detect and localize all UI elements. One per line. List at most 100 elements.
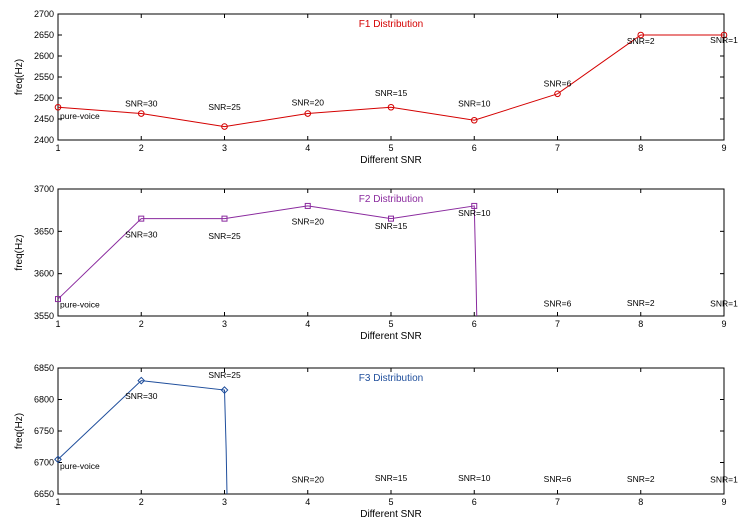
y-tick-label: 2550: [34, 72, 54, 82]
point-annotation: SNR=2: [627, 474, 655, 484]
data-point: [470, 116, 478, 124]
point-annotation: SNR=25: [208, 102, 241, 112]
point-annotation: SNR=10: [458, 98, 491, 108]
x-tick-label: 7: [555, 497, 560, 507]
x-tick-label: 5: [388, 143, 393, 153]
data-point: [221, 123, 228, 130]
x-tick-label: 6: [472, 319, 477, 329]
x-tick-label: 8: [638, 497, 643, 507]
y-tick-label: 2450: [34, 114, 54, 124]
x-tick-label: 5: [388, 497, 393, 507]
x-tick-label: 4: [305, 143, 310, 153]
x-tick-label: 9: [721, 497, 726, 507]
chart-panel-2: 1 2 3 4 5 6 7 8 9 3550 3600 3650 3700 Different SNR fr…: [14, 184, 738, 342]
point-annotation: SNR=1: [710, 35, 738, 45]
chart-panel-1: 1 2 3 4 5 6 7 8 9 2400 2450 2500 2550 2600 2650 2700 Dif…: [14, 9, 738, 166]
point-annotation: SNR=2: [627, 36, 655, 46]
x-tick-label: 2: [139, 497, 144, 507]
y-axis-label: freq(Hz): [14, 234, 25, 270]
plot-frame: [57, 188, 725, 317]
x-tick-label: 9: [721, 143, 726, 153]
x-tick-label: 2: [139, 143, 144, 153]
y-tick-label: 6700: [34, 458, 54, 468]
x-axis-label: Different SNR: [360, 155, 422, 166]
chart-panel-3: 1 2 3 4 5 6 7 8 9 6650 6700 6750 6800 6850 Different S…: [14, 363, 738, 520]
plot-frame: [57, 13, 725, 141]
data-point: [304, 202, 311, 209]
y-tick-label: 3700: [34, 184, 54, 194]
point-annotation: SNR=25: [208, 231, 241, 241]
point-annotation: SNR=6: [544, 79, 572, 89]
data-point: [221, 215, 228, 222]
chart-title: F2 Distribution: [359, 194, 423, 205]
y-tick-label: 2650: [34, 30, 54, 40]
data-point: [387, 103, 395, 111]
x-tick-label: 8: [638, 143, 643, 153]
y-tick-label: 2400: [34, 135, 54, 145]
chart-title: F1 Distribution: [359, 19, 423, 30]
data-point: [137, 376, 146, 385]
data-point: [304, 110, 312, 117]
x-tick-label: 4: [305, 497, 310, 507]
y-tick-label: 2700: [34, 9, 54, 19]
series-line: [57, 34, 724, 128]
series-line: [57, 380, 228, 495]
data-point: [637, 31, 645, 39]
series-line: [57, 205, 478, 317]
x-axis-label: Different SNR: [360, 509, 422, 520]
x-tick-label: 6: [472, 143, 477, 153]
y-axis-label: freq(Hz): [14, 59, 25, 95]
point-annotation: SNR=25: [208, 370, 241, 380]
x-tick-label: 7: [555, 143, 560, 153]
point-annotation: SNR=15: [375, 88, 408, 98]
y-axis-label: freq(Hz): [14, 413, 25, 449]
point-annotation: SNR=10: [458, 473, 491, 483]
point-annotation: SNR=30: [125, 98, 158, 108]
x-axis-label: Different SNR: [360, 331, 422, 342]
point-annotation: pure-voice: [60, 300, 100, 310]
y-tick-label: 6650: [34, 489, 54, 499]
x-tick-label: 3: [222, 319, 227, 329]
x-tick-label: 3: [222, 497, 227, 507]
y-tick-label: 2500: [34, 93, 54, 103]
x-tick-label: 1: [55, 143, 60, 153]
point-annotation: SNR=6: [544, 474, 572, 484]
point-annotation: SNR=15: [375, 221, 408, 231]
point-annotation: SNR=2: [627, 298, 655, 308]
data-point: [720, 31, 728, 39]
data-point: [54, 103, 62, 111]
point-annotation: SNR=30: [125, 391, 158, 401]
data-point: [138, 215, 145, 222]
y-tick-label: 2600: [34, 51, 54, 61]
x-tick-label: 7: [555, 319, 560, 329]
data-point: [137, 110, 145, 117]
data-point: [388, 215, 394, 222]
x-tick-label: 3: [222, 143, 227, 153]
data-point: [54, 455, 62, 464]
x-tick-label: 8: [638, 319, 643, 329]
y-tick-label: 6750: [34, 426, 54, 436]
x-tick-label: 1: [55, 497, 60, 507]
chart-title: F3 Distribution: [359, 373, 423, 384]
x-tick-label: 6: [472, 497, 477, 507]
point-annotation: pure-voice: [60, 461, 100, 471]
x-tick-label: 4: [305, 319, 310, 329]
point-annotation: SNR=20: [292, 217, 325, 227]
y-tick-label: 6850: [34, 363, 54, 373]
x-tick-label: 5: [388, 319, 393, 329]
y-tick-label: 3650: [34, 226, 54, 236]
point-annotation: SNR=10: [458, 208, 491, 218]
data-point: [471, 202, 478, 209]
point-annotation: SNR=15: [375, 473, 408, 483]
point-annotation: SNR=1: [710, 475, 738, 485]
point-annotation: SNR=20: [292, 98, 325, 108]
y-tick-label: 6800: [34, 395, 54, 405]
x-tick-label: 9: [721, 319, 726, 329]
point-annotation: SNR=6: [544, 299, 572, 309]
x-tick-label: 2: [139, 319, 144, 329]
point-annotation: SNR=20: [292, 475, 325, 485]
data-point: [554, 90, 561, 98]
point-annotation: SNR=1: [710, 299, 738, 309]
point-annotation: SNR=30: [125, 229, 158, 239]
